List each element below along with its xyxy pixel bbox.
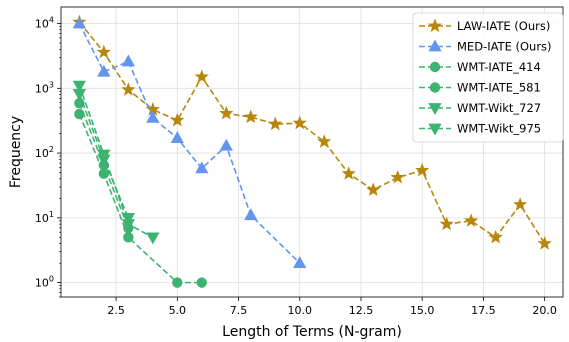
data-point — [292, 115, 307, 130]
data-point — [415, 162, 430, 177]
data-point — [121, 82, 136, 96]
series-0 — [72, 14, 552, 250]
x-axis-label: Length of Terms (N-gram) — [222, 324, 402, 340]
series-2 — [74, 108, 208, 288]
y-tick-label: 103 — [35, 80, 54, 95]
data-point — [72, 16, 87, 29]
data-point — [244, 208, 258, 221]
legend-marker — [428, 123, 442, 136]
legend-label: WMT-IATE_414 — [457, 60, 541, 74]
data-point — [170, 131, 184, 144]
data-point — [146, 110, 160, 123]
series-line — [78, 23, 301, 264]
data-point — [390, 169, 405, 184]
data-point — [293, 256, 307, 269]
data-point — [72, 88, 87, 101]
data-point — [219, 105, 234, 120]
legend-label: WMT-Wikt_975 — [457, 122, 541, 136]
data-point — [123, 232, 134, 243]
y-tick-label: 100 — [35, 275, 54, 290]
legend-marker — [428, 39, 442, 52]
data-point — [268, 116, 283, 131]
data-point — [97, 64, 111, 77]
data-point — [72, 80, 87, 93]
legend-box — [412, 12, 564, 143]
series-5 — [72, 80, 160, 245]
series-line — [78, 93, 130, 219]
data-point — [96, 44, 111, 59]
x-tick-label: 7.5 — [230, 304, 248, 317]
y-tick-label: 101 — [35, 210, 54, 225]
x-tick-label: 2.5 — [107, 304, 125, 317]
data-point — [488, 229, 503, 244]
data-point — [513, 197, 528, 211]
data-point — [341, 166, 356, 180]
data-point — [537, 236, 552, 250]
legend-marker — [428, 103, 442, 115]
x-tick-label: 15.0 — [410, 304, 435, 317]
data-point — [97, 149, 111, 162]
data-point — [219, 138, 233, 151]
x-tick-label: 5.0 — [169, 304, 187, 317]
legend-label: WMT-Wikt_727 — [457, 101, 541, 115]
series-line — [78, 21, 546, 245]
data-point — [195, 161, 209, 174]
series-line — [78, 113, 202, 284]
data-point — [366, 182, 381, 196]
legend: LAW-IATE (Ours) MED-IATE (Ours) WMT-IATE_4… — [412, 12, 564, 143]
data-point — [243, 109, 258, 124]
legend-label: WMT-IATE_581 — [457, 81, 541, 95]
plot-frame — [60, 6, 564, 298]
data-point — [172, 277, 183, 288]
series-1 — [72, 16, 307, 269]
data-point — [121, 54, 135, 67]
legend-marker — [427, 18, 443, 33]
legend-marker — [429, 61, 441, 73]
x-tick-label: 17.5 — [471, 304, 496, 317]
data-point — [196, 277, 208, 288]
data-point — [464, 213, 479, 227]
legend-label: MED-IATE (Ours) — [457, 40, 552, 54]
series-line — [78, 85, 154, 239]
data-point — [170, 112, 185, 127]
x-tick-label: 20.0 — [532, 304, 557, 317]
data-point — [74, 108, 85, 120]
x-tick-label: 10.0 — [288, 304, 313, 317]
data-point — [145, 102, 160, 116]
legend-marker — [429, 82, 441, 93]
axis-ticks: 2.5 5.0 7.5 10.0 12.5 15.0 17.5 20.0 100 101 102 10… — [35, 16, 557, 317]
data-point — [74, 97, 85, 109]
y-tick-label: 104 — [35, 16, 54, 31]
y-tick-label: 102 — [35, 145, 54, 160]
data-point — [317, 134, 332, 148]
y-axis-label: Frequency — [8, 116, 24, 188]
x-tick-label: 12.5 — [349, 304, 374, 317]
data-point — [146, 232, 160, 245]
data-point — [194, 69, 209, 83]
data-point — [439, 216, 454, 231]
series-layer — [72, 14, 552, 288]
data-point — [121, 219, 135, 232]
legend-label: LAW-IATE (Ours) — [457, 19, 550, 33]
